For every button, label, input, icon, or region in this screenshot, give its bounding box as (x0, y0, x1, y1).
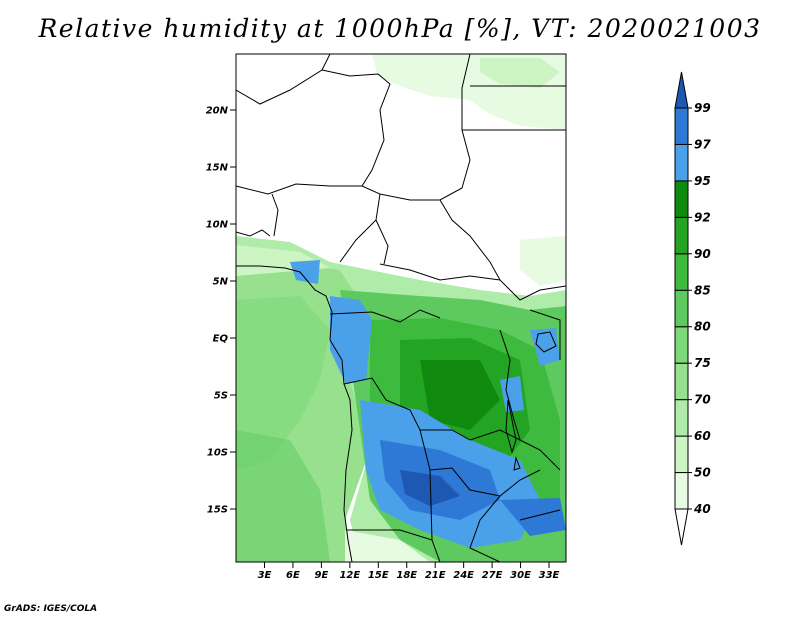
colorbar-max-triangle (674, 71, 689, 109)
colorbar-box (674, 326, 689, 364)
colorbar-box (674, 143, 689, 182)
longitude-ticks: 3E 6E 9E 12E 15E 18E 21E 24E 27E 30E 33E (258, 562, 560, 581)
colorbar-label: 85 (694, 283, 711, 297)
colorbar-box (674, 180, 689, 218)
colorbar-label: 50 (694, 466, 711, 480)
lat-label: 15S (207, 505, 228, 516)
colorbar-box (674, 289, 689, 328)
colorbar-box (674, 107, 689, 145)
lat-label: 5S (214, 391, 228, 402)
chart-title: Relative humidity at 1000hPa [%], VT: 20… (38, 14, 762, 43)
colorbar-box (674, 472, 689, 510)
lon-label: 24E (453, 570, 474, 581)
lon-label: 21E (425, 570, 446, 581)
colorbar-label: 92 (694, 210, 711, 224)
colorbar-label: 70 (694, 393, 711, 407)
lon-label: 3E (258, 570, 272, 581)
lat-label: 10N (206, 220, 229, 231)
lon-label: 33E (539, 570, 560, 581)
credit-label: GrADS: IGES/COLA (4, 604, 98, 614)
lat-label: 10S (207, 448, 228, 459)
map-frame (235, 53, 567, 563)
colorbar-label: 80 (694, 320, 711, 334)
lon-label: 27E (482, 570, 503, 581)
colorbar-label: 40 (693, 502, 711, 516)
colorbar-label: 97 (694, 137, 711, 151)
lakes (505, 331, 557, 471)
colorbar-box (674, 216, 689, 255)
lon-label: 6E (286, 570, 300, 581)
latitude-ticks: 20N 15N 10N 5N EQ 5S 10S 15S (206, 106, 236, 516)
colorbar-box (674, 362, 689, 401)
country-borders (236, 54, 566, 562)
lon-label: 30E (510, 570, 531, 581)
lon-label: 18E (396, 570, 417, 581)
colorbar-label: 90 (694, 247, 711, 261)
colorbar-box (674, 399, 689, 437)
colorbar-label: 95 (694, 174, 711, 188)
humidity-field (236, 54, 566, 562)
lon-label: 12E (339, 570, 360, 581)
colorbar-min-triangle (674, 508, 689, 546)
lon-label: 9E (315, 570, 329, 581)
lat-label: 5N (213, 277, 229, 288)
lon-label: 15E (368, 570, 389, 581)
lat-label: EQ (213, 334, 229, 345)
colorbar: 40 50 60 70 75 80 85 90 92 95 97 99 (674, 71, 711, 546)
colorbar-label: 99 (694, 101, 711, 115)
lat-label: 15N (206, 163, 229, 174)
colorbar-label: 75 (694, 356, 711, 370)
colorbar-box (674, 435, 689, 474)
colorbar-box (674, 253, 689, 291)
lat-label: 20N (206, 106, 229, 117)
colorbar-label: 60 (694, 429, 711, 443)
